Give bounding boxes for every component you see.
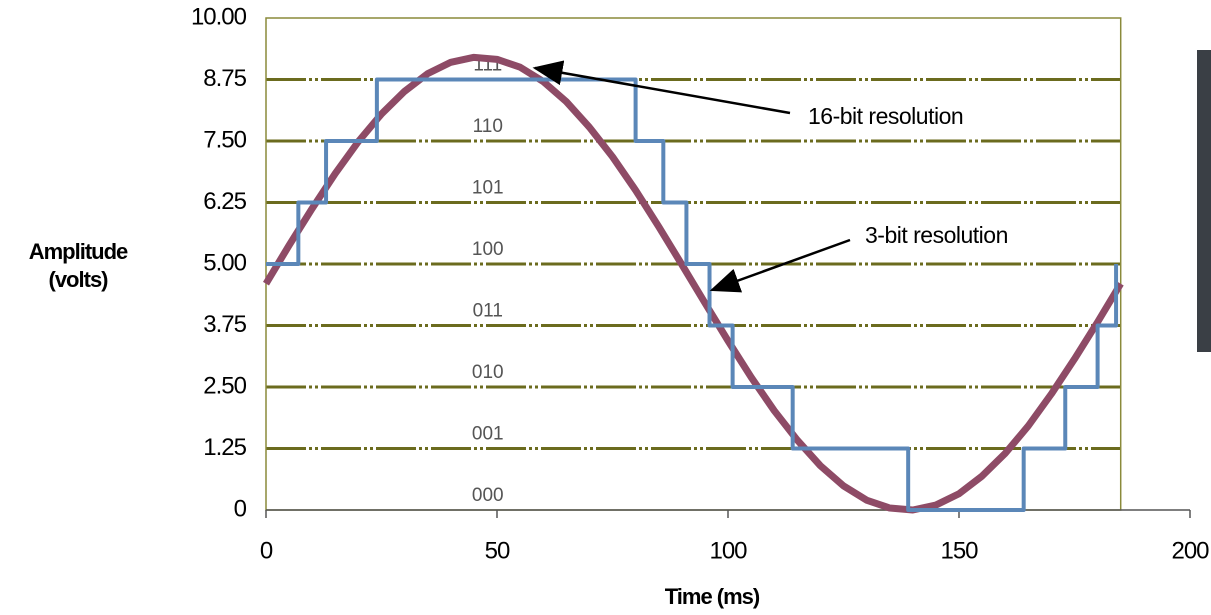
x-tick-label: 100: [709, 537, 747, 564]
annotation-arrow: [532, 60, 791, 115]
series-line: [266, 77, 1119, 512]
y-tick-label: 0: [234, 495, 247, 522]
level-code: 010: [472, 362, 504, 383]
level-code: 100: [472, 239, 504, 260]
y-tick-label: 3.75: [203, 311, 246, 338]
y-tick-label: 7.50: [203, 126, 246, 153]
y-tick-label: 5.00: [203, 249, 246, 276]
annotation-arrow: [709, 238, 851, 293]
series-line: [263, 53, 1124, 514]
y-tick-label: 1.25: [203, 434, 246, 461]
x-axis-label: Time (ms): [665, 584, 760, 609]
y-tick-label: 6.25: [203, 188, 246, 215]
x-tick-label: 0: [260, 537, 273, 564]
level-code: 011: [473, 301, 503, 322]
y-tick-label: 2.50: [203, 372, 246, 399]
y-tick-label: 10.00: [191, 3, 247, 30]
x-tick-label: 200: [1171, 537, 1209, 564]
x-tick-label: 50: [485, 537, 510, 564]
level-code: 110: [473, 116, 503, 137]
x-tick-label: 150: [940, 537, 978, 564]
level-code: 001: [472, 424, 504, 445]
level-code: 101: [472, 178, 504, 199]
y-tick-label: 8.75: [203, 65, 246, 92]
y-axis-label: (volts): [49, 267, 109, 292]
annotation: 16-bit resolution: [808, 103, 963, 129]
level-code: 000: [472, 485, 504, 506]
y-axis-label: Amplitude: [29, 239, 128, 264]
photo-fragment: [1197, 50, 1211, 352]
annotation: 3-bit resolution: [865, 222, 1008, 248]
